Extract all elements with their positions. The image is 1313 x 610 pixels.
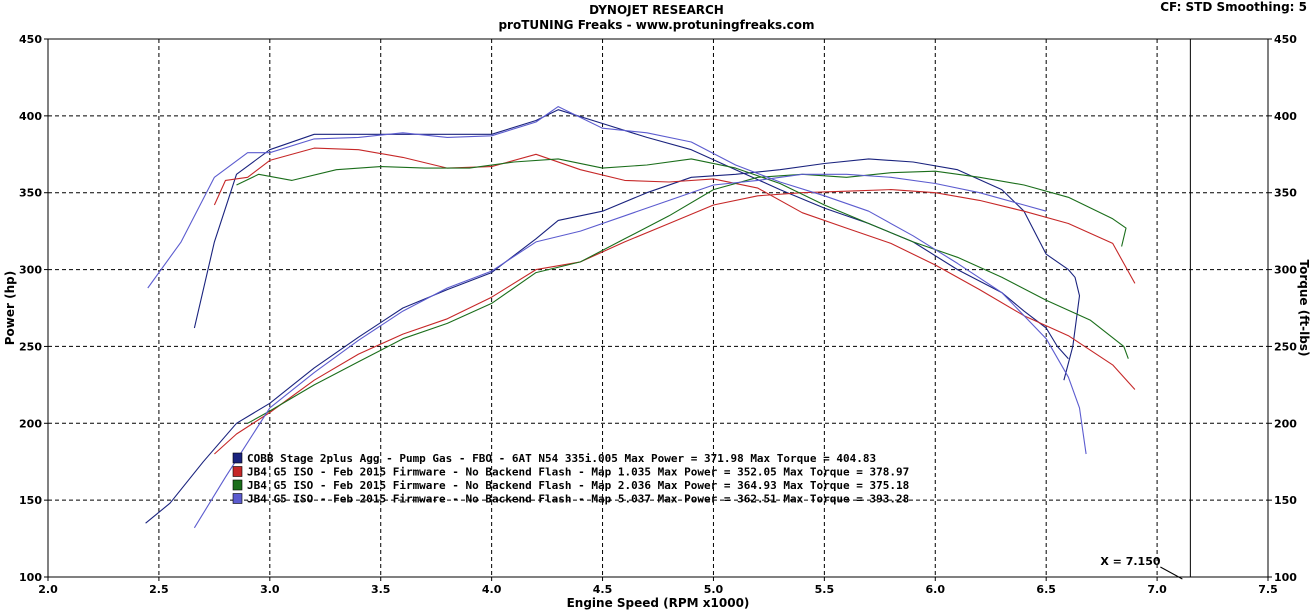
power-curve (193, 173, 1047, 529)
y-tick-label: 350 (19, 187, 42, 200)
legend-entry: JB4 G5 ISO - Feb 2015 Firmware - No Back… (247, 466, 909, 479)
x-tick-label: 7.0 (1147, 583, 1167, 596)
x-tick-label: 2.0 (38, 583, 58, 596)
power-curve (214, 189, 1136, 455)
legend-swatch (232, 479, 243, 491)
torque-curve (236, 158, 1129, 359)
y-tick-label: 400 (19, 110, 42, 123)
x-tick-label: 2.5 (149, 583, 169, 596)
power-curve (145, 158, 1081, 524)
cursor-readout: X = 7.150 (1100, 555, 1160, 568)
chart-title: DYNOJET RESEARCH (589, 3, 724, 17)
x-tick-label: 3.5 (371, 583, 391, 596)
y2-tick-label: 450 (1274, 33, 1297, 46)
legend-entry: COBB Stage 2plus Agg - Pump Gas - FBO - … (247, 452, 876, 465)
plot-area (47, 38, 1269, 578)
x-tick-label: 4.0 (482, 583, 502, 596)
y-tick-label: 100 (19, 571, 42, 584)
x-tick-label: 3.0 (260, 583, 280, 596)
legend-entry: JB4 G5 ISO - Feb 2015 Firmware - No Back… (247, 479, 909, 492)
y-axis-label: Power (hp) (3, 271, 17, 345)
cursor-pointer-line (1160, 566, 1183, 580)
x-tick-label: 6.0 (926, 583, 946, 596)
y-tick-label: 300 (19, 264, 42, 277)
y2-tick-label: 350 (1274, 187, 1297, 200)
power-curve (247, 170, 1127, 424)
y2-tick-label: 100 (1274, 571, 1297, 584)
y-tick-label: 200 (19, 417, 42, 430)
x-axis-label: Engine Speed (RPM x1000) (567, 596, 750, 610)
y2-tick-label: 150 (1274, 494, 1297, 507)
dyno-curves (145, 106, 1136, 529)
correction-smoothing-readout: CF: STD Smoothing: 5 (1160, 0, 1307, 14)
x-tick-labels: 2.0 2.5 3.0 3.5 4.0 4.5 5.0 5.5 6.0 6.5 7.0 7.5 (38, 583, 1278, 596)
grid-lines (44, 38, 1272, 581)
y-tick-label: 450 (19, 33, 42, 46)
y-tick-label: 150 (19, 494, 42, 507)
y2-tick-label: 400 (1274, 110, 1297, 123)
legend-swatch (232, 452, 243, 464)
x-tick-label: 5.5 (815, 583, 835, 596)
y-tick-label: 250 (19, 340, 42, 353)
y-tick-labels-left: 100 150 200 250 300 350 400 450 (19, 33, 42, 584)
y2-axis-label: Torque (ft-lbs) (1297, 260, 1311, 357)
y2-tick-label: 300 (1274, 264, 1297, 277)
y-tick-labels-right: 100 150 200 250 300 350 400 450 (1274, 33, 1297, 584)
legend-swatch (232, 493, 243, 504)
x-tick-label: 7.5 (1258, 583, 1278, 596)
legend-swatch (232, 466, 243, 477)
chart-subtitle: proTUNING Freaks - www.protuningfreaks.c… (498, 18, 815, 32)
x-tick-label: 6.5 (1036, 583, 1056, 596)
x-tick-label: 5.0 (704, 583, 724, 596)
torque-curve (213, 147, 1136, 390)
legend: COBB Stage 2plus Agg - Pump Gas - FBO - … (232, 452, 909, 506)
x-tick-label: 4.5 (593, 583, 613, 596)
y2-tick-label: 200 (1274, 417, 1297, 430)
torque-curve (147, 106, 1087, 455)
y2-tick-label: 250 (1274, 340, 1297, 353)
legend-entry: JB4 G5 ISO - Feb 2015 Firmware - No Back… (247, 493, 909, 506)
